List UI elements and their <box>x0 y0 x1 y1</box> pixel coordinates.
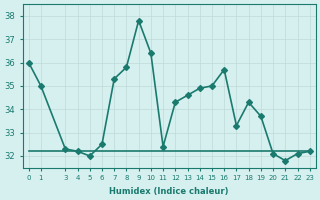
X-axis label: Humidex (Indice chaleur): Humidex (Indice chaleur) <box>109 187 229 196</box>
